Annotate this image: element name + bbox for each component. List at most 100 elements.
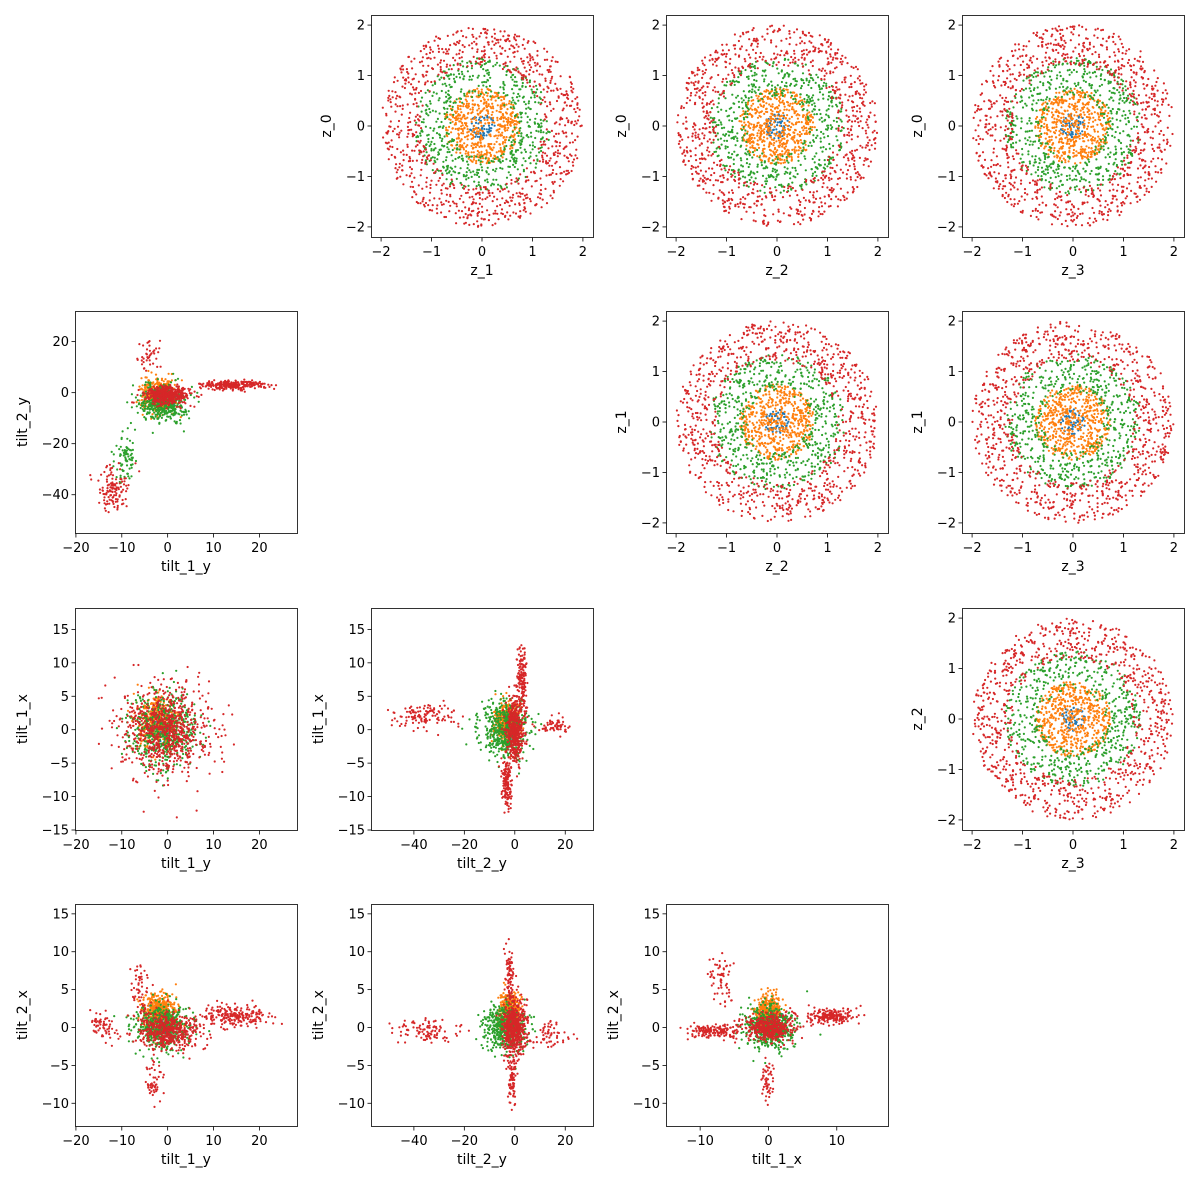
scatter-point (705, 82, 709, 85)
scatter-point (389, 101, 392, 104)
scatter-point (1090, 96, 1093, 99)
scatter-point (845, 114, 848, 117)
scatter-point (737, 171, 740, 174)
scatter-point (792, 98, 795, 101)
scatter-point (704, 94, 707, 97)
scatter-point (729, 165, 732, 168)
scatter-point (466, 106, 469, 109)
scatter-point (465, 178, 468, 181)
scatter-point (858, 156, 862, 159)
scatter-point (831, 105, 834, 108)
scatter-point (428, 51, 432, 55)
scatter-point (839, 57, 843, 61)
scatter-point (501, 212, 504, 216)
scatter-point (688, 99, 692, 102)
scatter-point (1057, 149, 1060, 153)
scatter-point (537, 130, 540, 133)
scatter-point (755, 37, 758, 40)
scatter-point (845, 177, 849, 180)
scatter-point (805, 77, 808, 80)
x-tick-label: 1 (823, 245, 831, 260)
scatter-point (480, 137, 483, 140)
scatter-point (780, 39, 783, 42)
scatter-point (823, 210, 826, 213)
scatter-point (477, 132, 480, 135)
scatter-point (1034, 155, 1037, 158)
scatter-point (529, 59, 532, 62)
scatter-point (455, 98, 458, 101)
scatter-point (689, 150, 692, 153)
y-tick-label: −2 (346, 220, 365, 235)
scatter-point (793, 91, 796, 94)
scatter-point (425, 70, 428, 73)
scatter-point (415, 131, 418, 134)
scatter-point (567, 121, 570, 124)
scatter-point (501, 112, 504, 116)
scatter-point (801, 214, 804, 217)
scatter-point (755, 79, 758, 82)
scatter-point (502, 35, 505, 38)
scatter-point (511, 193, 515, 196)
scatter-point (460, 117, 463, 121)
scatter-point (422, 198, 425, 201)
scatter-point (823, 38, 827, 41)
scatter-point (790, 55, 793, 59)
scatter-point (810, 144, 813, 147)
scatter-point (800, 141, 803, 144)
x-axis-label: z_2 (765, 263, 788, 279)
scatter-point (501, 131, 504, 134)
scatter-point (801, 65, 805, 68)
scatter-point (752, 27, 755, 30)
scatter-point (766, 133, 769, 136)
scatter-point (761, 149, 764, 152)
scatter-point (445, 199, 448, 202)
scatter-point (805, 183, 808, 186)
scatter-point (1089, 134, 1092, 137)
scatter-point (756, 163, 759, 166)
scatter-point (791, 181, 794, 184)
scatter-point (506, 94, 509, 97)
scatter-point (409, 92, 412, 95)
scatter-point (835, 86, 838, 89)
scatter-point (487, 43, 490, 46)
scatter-point (523, 148, 526, 151)
scatter-point (1083, 140, 1086, 143)
scatter-point (494, 212, 497, 215)
scatter-point (728, 205, 731, 208)
scatter-point (727, 211, 731, 214)
scatter-point (1098, 141, 1101, 145)
scatter-point (458, 127, 461, 130)
scatter-point (769, 129, 772, 132)
scatter-point (570, 132, 574, 135)
scatter-point (464, 98, 467, 101)
scatter-point (703, 56, 707, 59)
scatter-point (736, 132, 739, 135)
scatter-point (750, 99, 753, 102)
scatter-point (849, 151, 852, 154)
scatter-point (530, 171, 533, 174)
scatter-point (812, 50, 815, 53)
scatter-point (818, 50, 821, 53)
scatter-point (770, 58, 773, 61)
scatter-point (753, 202, 756, 205)
scatter-point (1097, 115, 1101, 119)
scatter-point (496, 198, 499, 201)
scatter-point (1089, 153, 1093, 156)
scatter-point (1114, 148, 1117, 151)
scatter-point (461, 116, 464, 119)
scatter-point (764, 59, 767, 63)
scatter-point (742, 110, 745, 113)
scatter-point (1083, 119, 1086, 122)
scatter-point (420, 120, 423, 124)
scatter-point (504, 40, 507, 43)
scatter-point (503, 102, 506, 105)
scatter-point (754, 107, 757, 110)
scatter-point (762, 136, 766, 139)
scatter-point (791, 102, 794, 105)
scatter-point (463, 122, 466, 125)
scatter-point (748, 134, 751, 137)
scatter-point (457, 42, 460, 45)
scatter-point (695, 91, 698, 94)
scatter-point (783, 152, 786, 155)
scatter-point (1042, 99, 1045, 102)
